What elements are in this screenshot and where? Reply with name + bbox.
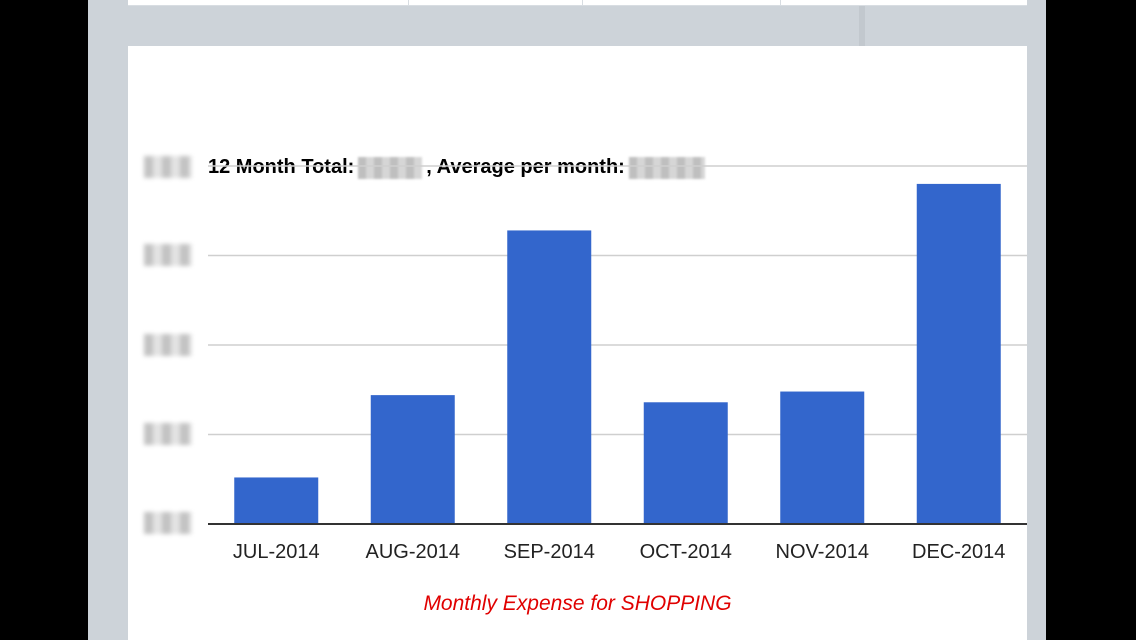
redacted-total-value (358, 156, 423, 179)
total-label: 12 Month Total: (208, 156, 355, 178)
chart-title: 12 Month Total: , Average per month: (208, 156, 709, 179)
bar-nov-2014 (780, 391, 865, 524)
bar-jul-2014 (234, 477, 319, 524)
app-frame: 12 Month Total: , Average per month: JUL… (88, 0, 1046, 640)
chart-card: 12 Month Total: , Average per month: JUL… (128, 46, 1027, 640)
x-tick-label: JUL-2014 (233, 541, 320, 563)
bar-sep-2014 (507, 230, 592, 524)
bar-oct-2014 (643, 402, 728, 524)
x-tick-label: SEP-2014 (504, 541, 595, 563)
average-label: , Average per month: (426, 156, 625, 178)
table-cell-divider (408, 0, 409, 5)
redacted-average-value (628, 156, 705, 179)
x-tick-label: NOV-2014 (776, 541, 869, 563)
y-tick-label-redacted (144, 512, 192, 534)
previous-table-edge (128, 0, 1027, 6)
table-cell-divider (780, 0, 781, 5)
y-tick-label-redacted (144, 423, 192, 445)
y-tick-label-redacted (144, 244, 192, 266)
x-tick-label: AUG-2014 (366, 541, 461, 563)
table-cell-divider (582, 0, 583, 5)
y-tick-label-redacted (144, 334, 192, 356)
scroll-indicator (859, 0, 865, 46)
x-tick-label: DEC-2014 (912, 541, 1005, 563)
y-tick-label-redacted (144, 156, 192, 178)
bar-aug-2014 (370, 395, 455, 524)
bar-dec-2014 (916, 183, 1001, 524)
x-tick-label: OCT-2014 (640, 541, 732, 563)
bar-chart: JUL-2014 AUG-2014 SEP-2014 OCT-2014 NOV-2014… (208, 165, 1027, 563)
chart-caption: Monthly Expense for SHOPPING (423, 592, 732, 615)
